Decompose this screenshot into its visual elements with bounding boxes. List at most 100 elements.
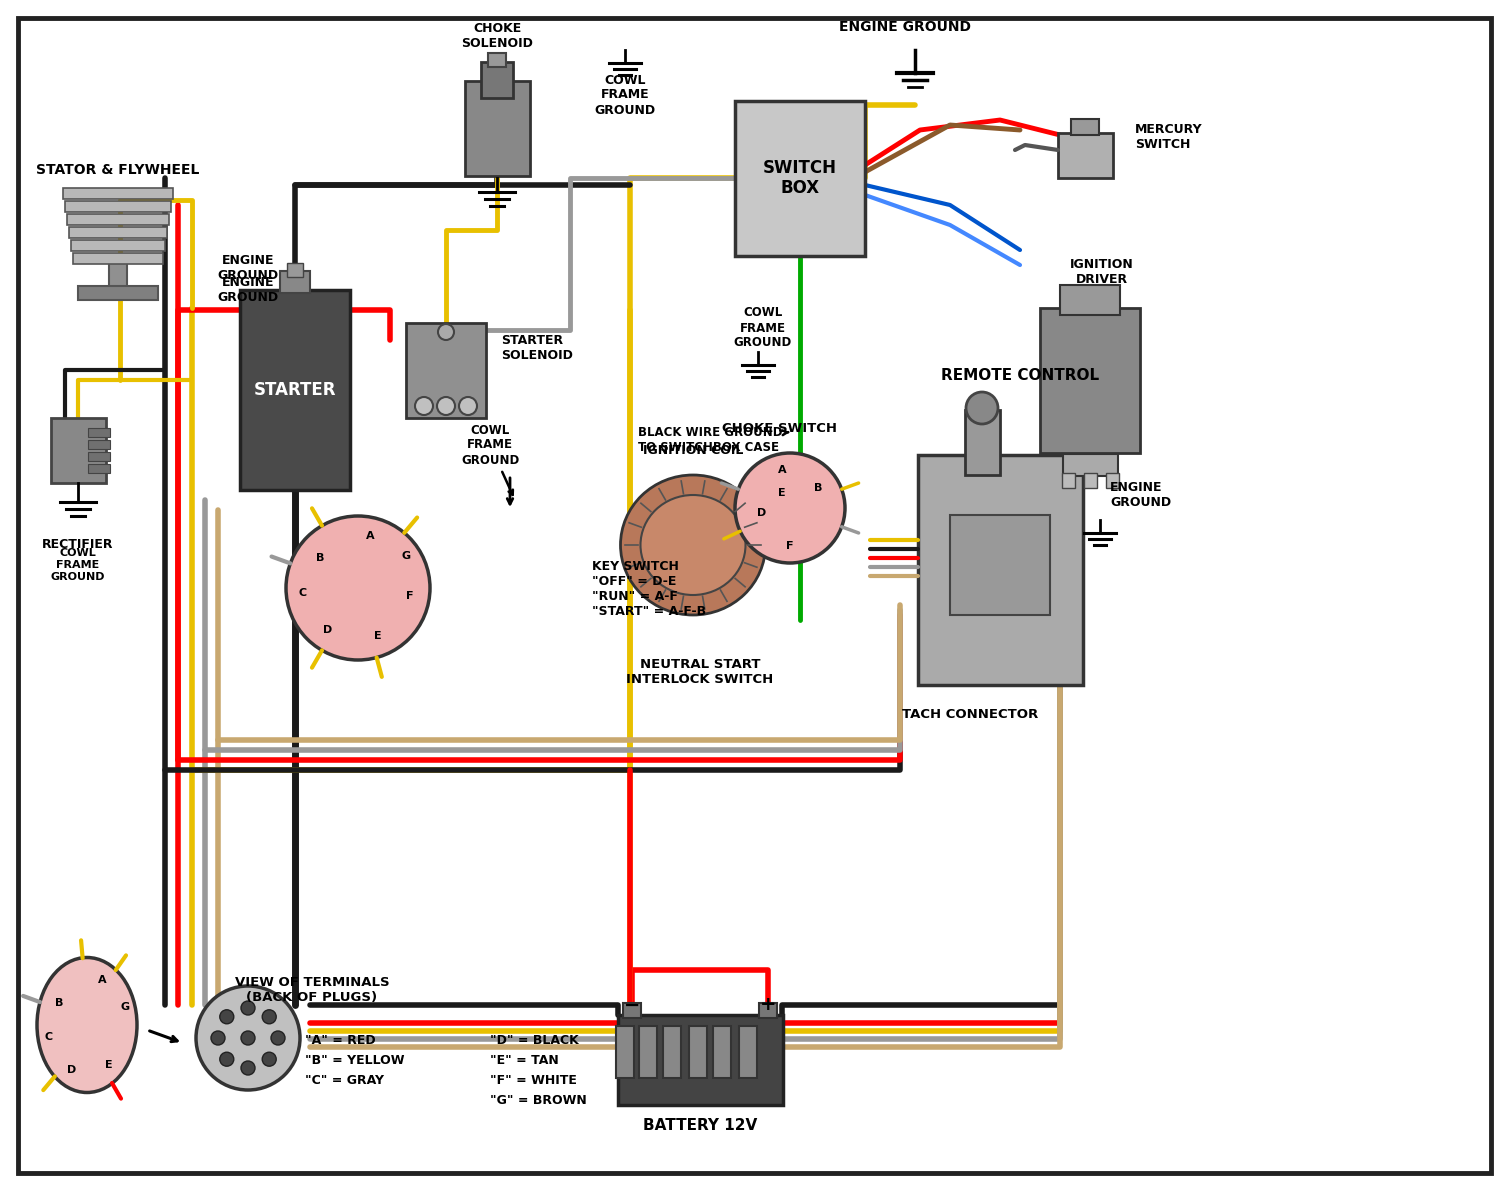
Text: B: B bbox=[813, 484, 822, 493]
Bar bbox=[1062, 454, 1118, 476]
Text: G: G bbox=[121, 1002, 130, 1012]
Text: KEY SWITCH
"OFF" = D-E
"RUN" = A-F
"START" = A-F-B: KEY SWITCH "OFF" = D-E "RUN" = A-F "STAR… bbox=[592, 560, 706, 618]
Bar bbox=[1083, 473, 1097, 487]
Circle shape bbox=[220, 1010, 234, 1024]
Text: NEUTRAL START
INTERLOCK SWITCH: NEUTRAL START INTERLOCK SWITCH bbox=[626, 657, 774, 686]
Text: "G" = BROWN: "G" = BROWN bbox=[490, 1093, 587, 1106]
Bar bbox=[88, 464, 110, 473]
Text: SWITCH
BOX: SWITCH BOX bbox=[764, 158, 837, 198]
Circle shape bbox=[220, 1052, 234, 1066]
Text: C: C bbox=[45, 1031, 53, 1042]
Circle shape bbox=[263, 1052, 276, 1066]
Bar bbox=[287, 263, 303, 278]
Bar bbox=[1040, 307, 1139, 453]
Text: "C" = GRAY: "C" = GRAY bbox=[305, 1073, 383, 1086]
Bar bbox=[1058, 132, 1112, 177]
Circle shape bbox=[196, 986, 300, 1090]
Text: E: E bbox=[779, 488, 786, 498]
Text: "B" = YELLOW: "B" = YELLOW bbox=[305, 1054, 404, 1066]
Bar bbox=[281, 272, 309, 293]
Text: B: B bbox=[54, 998, 63, 1008]
Bar bbox=[69, 227, 167, 238]
Bar bbox=[487, 54, 506, 67]
Text: STATOR & FLYWHEEL: STATOR & FLYWHEEL bbox=[36, 163, 199, 177]
Text: E: E bbox=[106, 1060, 113, 1070]
Bar bbox=[662, 1025, 681, 1078]
Circle shape bbox=[438, 397, 456, 414]
Bar bbox=[690, 1025, 708, 1078]
Text: BLACK WIRE GROUND
TO SWITCHBOX CASE: BLACK WIRE GROUND TO SWITCHBOX CASE bbox=[638, 426, 788, 454]
Circle shape bbox=[241, 1061, 255, 1075]
Text: CHOKE SWITCH: CHOKE SWITCH bbox=[723, 422, 837, 435]
Circle shape bbox=[438, 324, 454, 339]
Text: ENGINE GROUND: ENGINE GROUND bbox=[839, 20, 970, 35]
Text: VIEW OF TERMINALS
(BACK OF PLUGS): VIEW OF TERMINALS (BACK OF PLUGS) bbox=[235, 975, 389, 1004]
Ellipse shape bbox=[38, 958, 137, 1092]
Text: +: + bbox=[759, 996, 776, 1015]
Text: IGNITION
DRIVER: IGNITION DRIVER bbox=[1070, 258, 1133, 286]
Text: COWL
FRAME
GROUND: COWL FRAME GROUND bbox=[460, 424, 519, 495]
Text: BATTERY 12V: BATTERY 12V bbox=[643, 1117, 758, 1133]
Text: A: A bbox=[365, 531, 374, 541]
Text: "E" = TAN: "E" = TAN bbox=[490, 1054, 558, 1066]
Bar bbox=[735, 100, 865, 256]
Bar bbox=[481, 62, 513, 98]
Text: F: F bbox=[786, 541, 794, 551]
Bar bbox=[71, 241, 164, 251]
Text: A: A bbox=[98, 975, 106, 985]
Circle shape bbox=[415, 397, 433, 414]
Text: A: A bbox=[777, 464, 786, 475]
Bar bbox=[623, 1003, 641, 1017]
Text: −: − bbox=[623, 996, 640, 1015]
Bar bbox=[964, 410, 999, 474]
Text: CHOKE
SOLENOID: CHOKE SOLENOID bbox=[462, 21, 533, 50]
Bar bbox=[1061, 473, 1074, 487]
Text: RECTIFIER: RECTIFIER bbox=[42, 538, 113, 551]
Text: ENGINE
GROUND: ENGINE GROUND bbox=[217, 254, 279, 282]
Bar bbox=[88, 453, 110, 461]
Bar bbox=[66, 214, 169, 225]
Bar bbox=[65, 201, 171, 212]
Bar bbox=[1071, 119, 1099, 135]
Text: COWL
FRAME
GROUND: COWL FRAME GROUND bbox=[595, 74, 655, 117]
Text: G: G bbox=[401, 551, 410, 561]
Text: STARTER
SOLENOID: STARTER SOLENOID bbox=[501, 333, 573, 362]
Bar bbox=[465, 81, 530, 175]
Circle shape bbox=[459, 397, 477, 414]
Text: MERCURY
SWITCH: MERCURY SWITCH bbox=[1135, 123, 1203, 151]
Text: IGNITION COIL: IGNITION COIL bbox=[643, 443, 744, 456]
Text: TACH CONNECTOR: TACH CONNECTOR bbox=[902, 709, 1038, 722]
Text: C: C bbox=[299, 588, 306, 598]
Bar bbox=[1059, 285, 1120, 314]
Text: COWL
FRAME
GROUND: COWL FRAME GROUND bbox=[51, 548, 106, 581]
Bar bbox=[617, 1015, 783, 1105]
Text: D: D bbox=[68, 1065, 77, 1075]
Circle shape bbox=[211, 1031, 225, 1045]
Bar bbox=[50, 418, 106, 482]
Text: "D" = BLACK: "D" = BLACK bbox=[490, 1034, 579, 1047]
Text: STARTER: STARTER bbox=[254, 381, 337, 399]
Ellipse shape bbox=[640, 495, 745, 596]
Text: ENGINE
GROUND: ENGINE GROUND bbox=[217, 276, 279, 304]
Bar bbox=[951, 515, 1050, 615]
Circle shape bbox=[735, 453, 845, 563]
Text: "F" = WHITE: "F" = WHITE bbox=[490, 1073, 576, 1086]
Text: "A" = RED: "A" = RED bbox=[305, 1034, 376, 1047]
Text: D: D bbox=[323, 625, 332, 635]
Bar bbox=[78, 286, 158, 300]
Bar bbox=[712, 1025, 730, 1078]
Circle shape bbox=[272, 1031, 285, 1045]
Bar bbox=[739, 1025, 758, 1078]
Bar bbox=[1106, 473, 1118, 487]
Circle shape bbox=[966, 392, 997, 424]
Bar bbox=[759, 1003, 777, 1017]
Text: D: D bbox=[758, 509, 767, 518]
Circle shape bbox=[241, 1031, 255, 1045]
Text: B: B bbox=[315, 553, 324, 563]
Circle shape bbox=[241, 1000, 255, 1015]
Bar bbox=[917, 455, 1082, 685]
Bar bbox=[406, 323, 486, 418]
Text: E: E bbox=[374, 631, 382, 641]
Bar bbox=[72, 252, 163, 264]
Bar bbox=[109, 256, 127, 291]
